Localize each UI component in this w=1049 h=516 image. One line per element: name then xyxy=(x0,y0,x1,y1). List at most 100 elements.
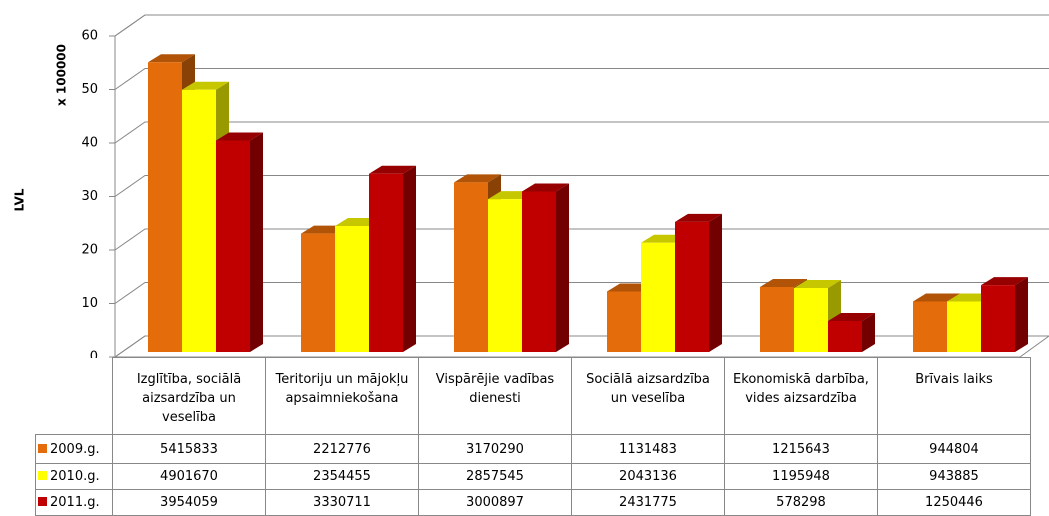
legend-label: 2009.g. xyxy=(50,441,100,457)
value-cell: 1195948 xyxy=(724,463,878,490)
bar-face xyxy=(1015,277,1028,352)
bar-face xyxy=(760,278,807,287)
value-cell: 2354455 xyxy=(265,463,419,490)
bar-face xyxy=(488,199,522,352)
bar-face xyxy=(981,285,1015,352)
value-cell: 944804 xyxy=(877,434,1031,464)
y-axis-label: LVL xyxy=(13,188,27,211)
value-cell: 3330711 xyxy=(265,489,419,516)
value-cell: 3170290 xyxy=(418,434,572,464)
y-tick-label: 0 xyxy=(90,350,98,359)
bar xyxy=(794,280,841,352)
bar-face xyxy=(913,301,947,352)
bar-face xyxy=(675,221,709,352)
y-tick-label: 20 xyxy=(81,243,98,258)
series-row: 2011.g. 3954059 3330711 3000897 2431775 57829… xyxy=(35,489,1031,516)
y-tick-label: 50 xyxy=(81,82,98,97)
bar-face xyxy=(301,233,335,352)
bar xyxy=(828,313,875,352)
bar-face xyxy=(947,301,981,352)
header-row: Izglītība, sociālā aizsardzība un veselī… xyxy=(35,357,1031,435)
value-cell: 2212776 xyxy=(265,434,419,464)
value-cell: 1215643 xyxy=(724,434,878,464)
category-label: Ekonomiskā darbība, vides aizsardzība xyxy=(724,357,878,435)
bar-face xyxy=(607,291,641,352)
bar-face xyxy=(675,213,722,222)
legend-entry: 2011.g. xyxy=(35,489,113,516)
bar-face xyxy=(828,313,875,322)
value-cell: 2431775 xyxy=(571,489,725,516)
bar-face xyxy=(794,288,828,352)
value-cell: 4901670 xyxy=(112,463,266,490)
bar-face xyxy=(760,286,794,352)
chart: x 100000 LVL 0 10 20 30 40 50 60 xyxy=(13,14,1049,359)
bar-face xyxy=(182,81,229,90)
bar-face xyxy=(216,132,263,141)
bar-face xyxy=(216,140,250,352)
bar-face xyxy=(369,165,416,174)
legend-swatch xyxy=(38,471,47,480)
bar-face xyxy=(641,242,675,352)
legend-entry: 2010.g. xyxy=(35,463,113,490)
grid-line xyxy=(114,175,1049,197)
value-cell: 3000897 xyxy=(418,489,572,516)
floor-edge xyxy=(1019,335,1049,358)
bar-face xyxy=(182,89,216,353)
bar-face xyxy=(403,165,416,352)
bar-face xyxy=(454,174,501,183)
bar-face xyxy=(981,277,1028,286)
bar xyxy=(522,183,569,352)
bar-face xyxy=(522,183,569,192)
grid-line xyxy=(114,121,1049,144)
category-label: Vispārējie vadības dienesti xyxy=(418,357,572,435)
bar-face xyxy=(556,183,569,352)
bar-face xyxy=(522,191,556,352)
bar-face xyxy=(369,173,403,352)
value-cell: 2857545 xyxy=(418,463,572,490)
category-label: Sociālā aizsardzība un veselība xyxy=(571,357,725,435)
bar-face xyxy=(148,62,182,353)
bar-face xyxy=(148,54,195,63)
category-label: Teritoriju un mājokļu apsaimniekošana xyxy=(265,357,419,435)
bar xyxy=(675,213,722,352)
series-row: 2010.g. 4901670 2354455 2857545 2043136 11959… xyxy=(35,463,1031,490)
legend-swatch xyxy=(38,443,47,453)
value-cell: 5415833 xyxy=(112,434,266,464)
data-table: Izglītība, sociālā aizsardzība un veselī… xyxy=(35,357,1031,516)
value-cell: 1250446 xyxy=(877,489,1031,516)
bar-face xyxy=(794,280,841,289)
value-cell: 943885 xyxy=(877,463,1031,490)
value-cell: 3954059 xyxy=(112,489,266,516)
y-tick-label: 10 xyxy=(81,296,98,311)
y-tick-label: 60 xyxy=(81,29,98,44)
legend-entry: 2009.g. xyxy=(35,434,113,464)
grid-line xyxy=(114,228,1049,251)
bar xyxy=(369,165,416,352)
value-cell: 2043136 xyxy=(571,463,725,490)
bar xyxy=(216,132,263,352)
bar-face xyxy=(454,182,488,352)
legend-swatch xyxy=(38,497,47,506)
grid-line xyxy=(114,335,1049,358)
y-tick-label: 40 xyxy=(81,136,98,151)
blank-cell xyxy=(35,357,113,435)
category-label: Brīvais laiks xyxy=(877,357,1031,435)
bar-face xyxy=(250,132,263,352)
y-unit: x 100000 xyxy=(55,44,69,106)
legend-label: 2011.g. xyxy=(50,495,100,510)
series-row: 2009.g. 5415833 2212776 3170290 1131483 12156… xyxy=(35,434,1031,464)
bar-face xyxy=(862,313,875,352)
grid-line xyxy=(114,14,1049,37)
category-label: Izglītība, sociālā aizsardzība un veselī… xyxy=(112,357,266,435)
bar-face xyxy=(709,213,722,352)
legend-label: 2010.g. xyxy=(50,469,100,484)
value-cell: 1131483 xyxy=(571,434,725,464)
bar xyxy=(981,277,1028,352)
value-cell: 578298 xyxy=(724,489,878,516)
grid-line xyxy=(114,68,1049,90)
grid-line xyxy=(114,282,1049,304)
bar-face xyxy=(828,321,862,352)
bar-face xyxy=(335,226,369,352)
bar-face xyxy=(913,293,960,302)
